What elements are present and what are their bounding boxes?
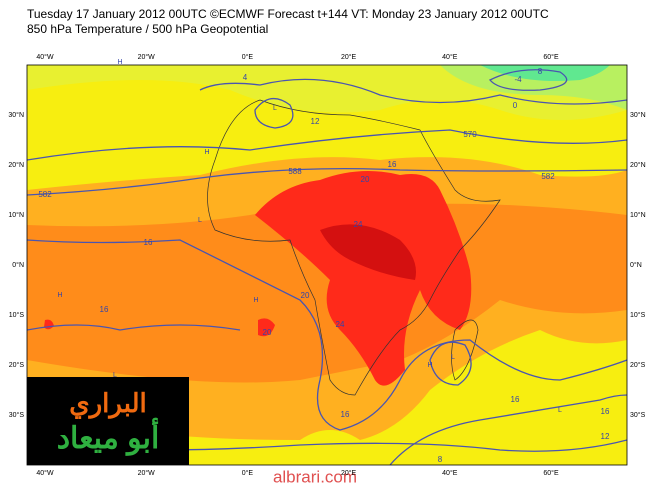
contour-label: -4 — [514, 75, 522, 84]
contour-label: 20 — [301, 291, 310, 300]
latitude-label: 10°S — [9, 311, 25, 319]
contour-label: 20 — [263, 328, 272, 337]
pressure-center: L — [273, 105, 277, 112]
pressure-center: H — [204, 149, 209, 156]
subtitle: 850 hPa Temperature / 500 hPa Geopotenti… — [27, 22, 268, 36]
pressure-center: L — [558, 407, 562, 414]
longitude-label: 40°W — [36, 469, 54, 477]
contour-label: 16 — [144, 238, 153, 247]
contour-label: 588 — [288, 167, 302, 176]
contour-label: 0 — [513, 101, 518, 110]
contour-label: 12 — [311, 117, 320, 126]
longitude-label: 0°E — [242, 53, 254, 61]
title: Tuesday 17 January 2012 00UTC ©ECMWF For… — [27, 7, 549, 21]
contour-label: 8 — [438, 455, 443, 464]
pressure-center: H — [117, 59, 122, 66]
contour-label: 582 — [541, 172, 555, 181]
contour-label: 570 — [463, 130, 477, 139]
longitude-label: 20°E — [341, 53, 357, 61]
longitude-label: 40°W — [36, 53, 54, 61]
logo-line2: أبو ميعاد — [57, 417, 160, 456]
latitude-label: 30°N — [630, 111, 646, 119]
contour-label: 4 — [243, 73, 248, 82]
longitude-label: 20°W — [138, 469, 156, 477]
watermark: albrari.com — [273, 467, 357, 485]
longitude-label: 60°E — [543, 469, 559, 477]
latitude-label: 10°N — [8, 211, 24, 219]
latitude-label: 20°N — [630, 161, 646, 169]
latitude-label: 30°S — [630, 411, 646, 419]
longitude-label: 20°E — [341, 469, 357, 477]
pressure-center: H — [57, 292, 62, 299]
contour-label: 12 — [601, 432, 610, 441]
pressure-center: H — [427, 362, 432, 369]
contour-label: 24 — [336, 320, 345, 329]
pressure-center: L — [451, 354, 455, 361]
logo-box — [27, 377, 189, 465]
latitude-label: 10°S — [630, 311, 646, 319]
longitude-label: 40°E — [442, 53, 458, 61]
latitude-label: 20°S — [630, 361, 646, 369]
latitude-label: 20°N — [8, 161, 24, 169]
logo-line1: البراري — [69, 388, 146, 419]
longitude-label: 60°E — [543, 53, 559, 61]
latitude-label: 30°S — [9, 411, 25, 419]
latitude-label: 30°N — [8, 111, 24, 119]
contour-label: 16 — [100, 305, 109, 314]
contour-label: 20 — [361, 175, 370, 184]
contour-label: 16 — [341, 410, 350, 419]
latitude-label: 0°N — [630, 261, 642, 269]
contour-label: 16 — [511, 395, 520, 404]
latitude-label: 0°N — [12, 261, 24, 269]
contour-label: 16 — [601, 407, 610, 416]
logo: البراري أبو ميعاد — [27, 377, 189, 465]
longitude-label: 20°W — [138, 53, 156, 61]
map-frame — [26, 64, 628, 466]
pressure-center: L — [198, 217, 202, 224]
pressure-center: L — [113, 372, 117, 379]
contour-label: 16 — [388, 160, 397, 169]
latitude-label: 20°S — [9, 361, 25, 369]
latitude-label: 10°N — [630, 211, 646, 219]
pressure-center: H — [253, 297, 258, 304]
longitude-label: 40°E — [442, 469, 458, 477]
contour-label: 8 — [538, 67, 543, 76]
contour-label: 582 — [38, 190, 52, 199]
contour-label: 24 — [354, 220, 363, 229]
longitude-label: 0°E — [242, 469, 254, 477]
